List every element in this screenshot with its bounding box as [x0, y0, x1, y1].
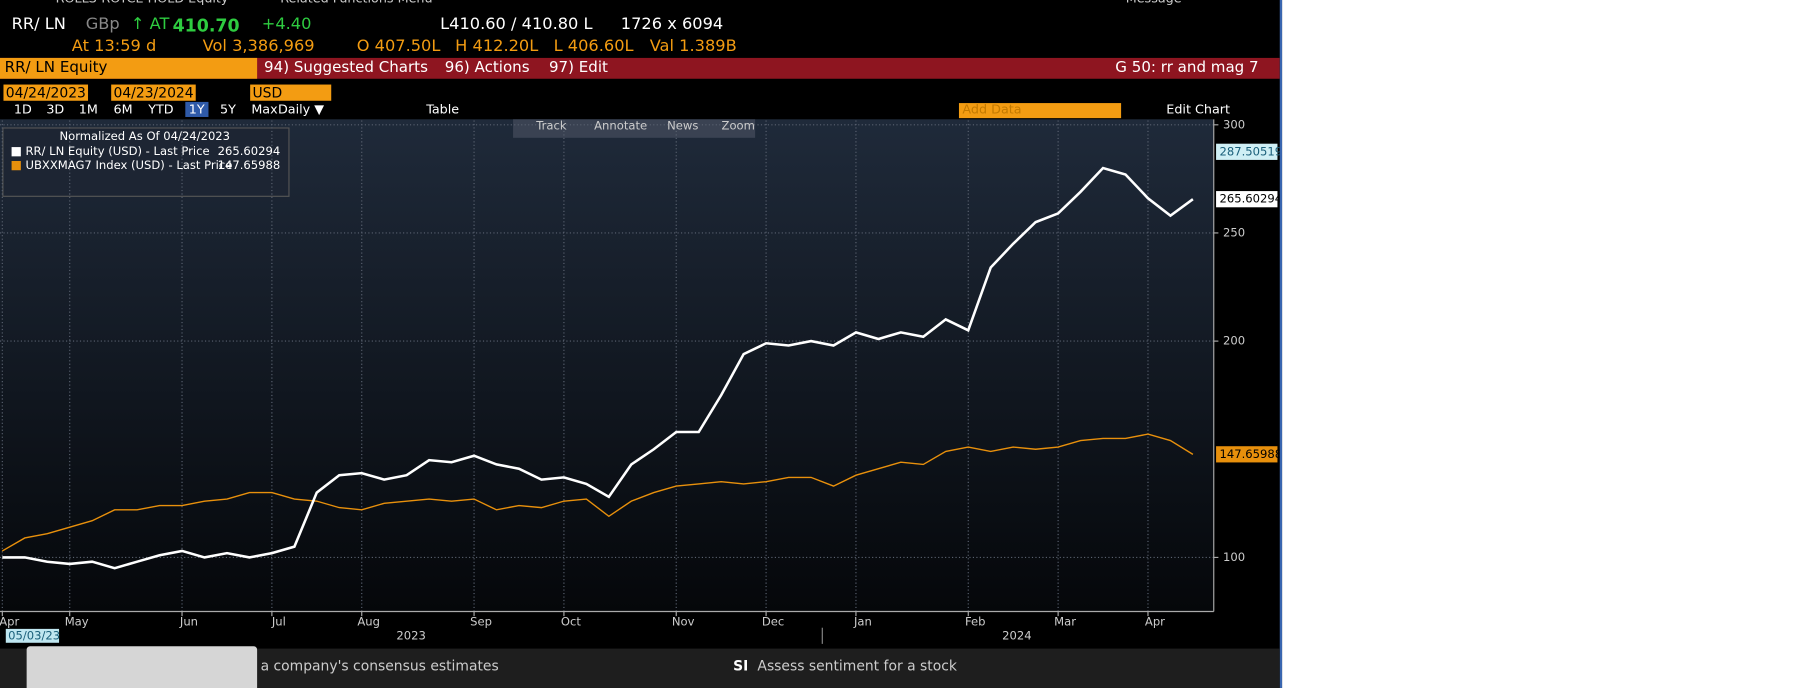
chart-bg — [0, 119, 1214, 612]
legend-label: RR/ LN Equity (USD) - Last Price — [25, 144, 209, 158]
security-name: ROLLS-ROYCE HOLD Equity — [56, 0, 229, 6]
message-link: Message — [1126, 0, 1182, 6]
range-button[interactable]: 1D — [13, 101, 32, 117]
range-button[interactable]: 3D — [46, 101, 65, 117]
chart-tool[interactable]: Zoom — [721, 120, 755, 134]
low: L 406.60L — [553, 37, 634, 56]
range-button[interactable]: 5Y — [220, 101, 236, 117]
y-tick-label: 200 — [1223, 334, 1245, 348]
terminal-panel: 100 200 250 300 Apr May Jun Jul Aug Sep Oct Nov Dec J… — [0, 0, 1283, 688]
legend-value: 147.65988 — [218, 158, 281, 172]
legend-value: 265.60294 — [218, 144, 281, 158]
footer-code: SI — [733, 657, 749, 675]
security-box — [0, 57, 258, 79]
menu-link: Related Functions Menu — [280, 0, 432, 6]
change: +4.40 — [261, 15, 312, 34]
last-price-tag: 265.60294 — [1220, 192, 1280, 206]
tools-bar — [513, 119, 756, 138]
open: O 407.50L — [356, 37, 441, 56]
x-tick-label: Apr — [0, 614, 20, 628]
popup-box — [26, 646, 258, 688]
x-tick-label: Jun — [179, 614, 198, 628]
red-bar — [0, 57, 1280, 79]
direction: ↑ AT — [130, 15, 170, 34]
legend-swatch — [11, 160, 21, 171]
chart: 100 200 250 300 Apr May Jun Jul Aug Sep Oct Nov Dec J… — [0, 119, 1280, 644]
x-tick-label: Mar — [1054, 614, 1076, 628]
chart-tool[interactable]: Track — [536, 120, 567, 134]
cursor-date: 05/03/23 — [8, 628, 60, 642]
y-tick-label: 100 — [1223, 550, 1245, 564]
series-line — [2, 166, 1194, 570]
high: H 412.20L — [455, 37, 539, 56]
range-button[interactable]: Max — [251, 101, 278, 117]
last-price-tag-box — [1216, 191, 1278, 208]
year-label: 2023 — [396, 628, 425, 642]
range-button[interactable]: YTD — [148, 101, 174, 117]
range-button[interactable]: 1M — [78, 101, 98, 117]
bid-ask: L410.60 / 410.80 L — [440, 15, 593, 34]
cursor-date-box — [5, 628, 60, 643]
y-tick-label: 250 — [1223, 225, 1245, 239]
time: At 13:59 d — [71, 37, 157, 56]
x-tick-label: Jul — [271, 614, 286, 628]
legend-swatch — [11, 147, 21, 157]
menu-item[interactable]: 97) Edit — [548, 59, 608, 77]
start-date[interactable]: 04/24/2023 — [3, 84, 89, 101]
x-tick-label: Aug — [357, 614, 380, 628]
volume: Vol 3,386,969 — [202, 37, 315, 56]
year-label: 2024 — [1002, 628, 1031, 642]
x-tick-label: May — [65, 614, 89, 628]
footer-text: a company's consensus estimates — [260, 657, 499, 675]
x-tick-label: Apr — [1145, 614, 1165, 628]
price: 410.70 — [172, 15, 240, 36]
currency-select[interactable]: USD — [250, 84, 332, 101]
x-tick-label: Feb — [965, 614, 986, 628]
high-tag-box — [1216, 143, 1278, 160]
edit-chart[interactable]: Edit Chart — [1166, 101, 1231, 117]
end-date[interactable]: 04/23/2024 — [111, 84, 196, 101]
menu-item[interactable]: 96) Actions — [444, 59, 530, 77]
legend-label: UBXXMAG7 Index (USD) - Last Price — [25, 158, 232, 172]
x-tick-label: Oct — [561, 614, 581, 628]
chart-tool[interactable]: Annotate — [594, 120, 648, 134]
ticker: RR/ LN — [11, 15, 66, 34]
last-price-tag-box — [1216, 446, 1278, 463]
high-tag: 287.50519 — [1220, 144, 1280, 158]
chart-tool[interactable]: News — [667, 120, 699, 134]
x-tick-label: Sep — [470, 614, 492, 628]
y-tick-label: 300 — [1223, 119, 1245, 131]
range-button[interactable]: 6M — [113, 101, 133, 117]
currency: GBp — [85, 15, 120, 34]
security: RR/ LN Equity — [4, 59, 108, 77]
x-tick-label: Dec — [762, 614, 784, 628]
x-tick-label: Jan — [853, 614, 872, 628]
chart-name: G 50: rr and mag 7 — [1115, 59, 1259, 77]
menu-item[interactable]: 94) Suggested Charts — [264, 59, 428, 77]
footer-text: Assess sentiment for a stock — [757, 657, 957, 675]
legend-box — [2, 127, 290, 197]
series-line — [1, 433, 1194, 552]
last-price-tag: 147.65988 — [1220, 447, 1280, 461]
add-data-box — [958, 103, 1122, 119]
traded-value: Val 1.389B — [649, 37, 737, 56]
range-button[interactable]: 1Y — [185, 101, 209, 117]
frequency[interactable]: Daily ▼ — [277, 101, 325, 117]
size: 1726 x 6094 — [620, 15, 724, 34]
legend-title: Normalized As Of 04/24/2023 — [59, 129, 230, 143]
x-tick-label: Nov — [672, 614, 695, 628]
table-button[interactable]: Table — [426, 101, 460, 117]
add-data[interactable]: Add Data — [962, 101, 1022, 117]
